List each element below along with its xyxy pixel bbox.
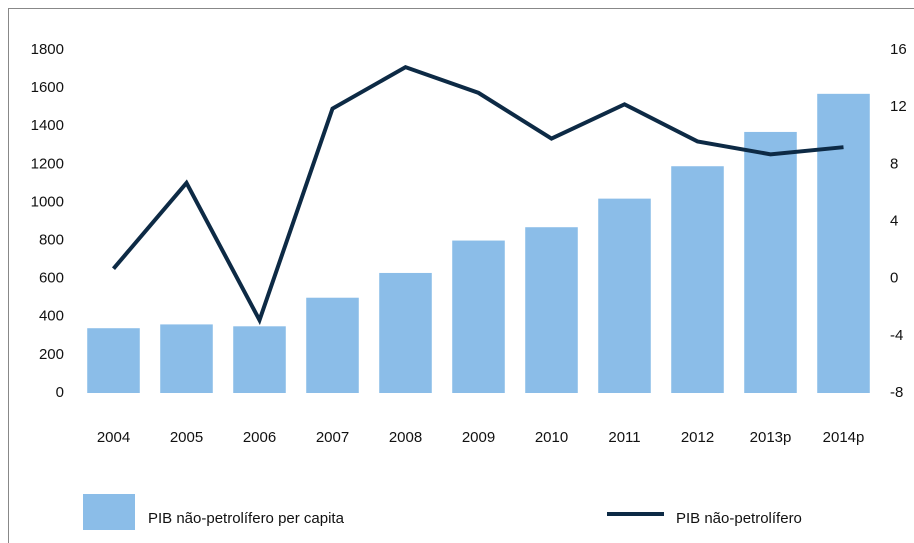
- x-tick-label: 2011: [608, 429, 640, 446]
- x-tick-label: 2013p: [750, 429, 792, 446]
- bar: [233, 326, 286, 393]
- bar: [671, 166, 724, 393]
- bar: [379, 272, 432, 393]
- y-tick-label: 400: [39, 308, 64, 325]
- y2-tick-label: 8: [890, 155, 898, 172]
- y-tick-label: 1200: [31, 155, 64, 172]
- y-tick-label: 1000: [31, 193, 64, 210]
- y2-tick-label: -8: [890, 384, 903, 401]
- legend-label: PIB não-petrolífero: [676, 510, 802, 527]
- x-tick-label: 2009: [462, 429, 495, 446]
- y-tick-label: 1600: [31, 79, 64, 96]
- y-tick-label: 800: [39, 232, 64, 249]
- y2-tick-label: -4: [890, 327, 903, 344]
- x-tick-label: 2008: [389, 429, 422, 446]
- bar: [160, 324, 213, 393]
- x-tick-label: 2007: [316, 429, 349, 446]
- y2-tick-label: 4: [890, 212, 898, 229]
- y-tick-label: 200: [39, 346, 64, 363]
- bar: [598, 198, 651, 393]
- bar: [306, 297, 359, 393]
- line: [111, 64, 844, 326]
- y2-tick-label: 0: [890, 270, 898, 287]
- x-tick-label: 2010: [535, 429, 568, 446]
- y-tick-label: 1400: [31, 117, 64, 134]
- x-tick-label: 2004: [97, 429, 130, 446]
- frame: [8, 8, 914, 543]
- legend-label: PIB não-petrolífero per capita: [148, 510, 345, 527]
- bar: [452, 240, 505, 393]
- legend-swatch: [83, 494, 135, 530]
- y2-tick-label: 12: [890, 98, 907, 115]
- y2-tick-label: 16: [890, 41, 907, 58]
- x-tick-label: 2014p: [823, 429, 865, 446]
- bar: [744, 131, 797, 393]
- y-tick-label: 1800: [31, 41, 64, 58]
- bar: [817, 93, 870, 394]
- bar: [525, 227, 578, 393]
- bar: [87, 328, 140, 393]
- x-tick-label: 2005: [170, 429, 203, 446]
- x-tick-label: 2006: [243, 429, 276, 446]
- x-tick-label: 2012: [681, 429, 714, 446]
- y-tick-label: 600: [39, 270, 64, 287]
- y-tick-label: 0: [56, 384, 64, 401]
